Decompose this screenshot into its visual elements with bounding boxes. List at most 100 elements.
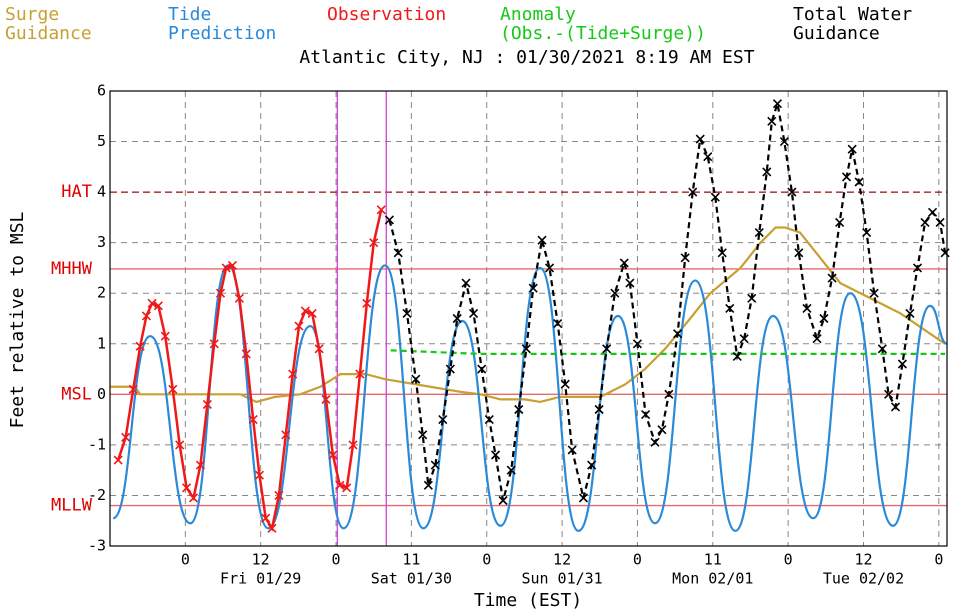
point-marker bbox=[762, 167, 772, 177]
y-tick-label: 5 bbox=[97, 132, 106, 150]
day-label: Sun 01/31 bbox=[521, 570, 602, 588]
point-marker bbox=[393, 248, 403, 258]
point-marker bbox=[376, 205, 386, 215]
y-tick-label: 3 bbox=[97, 233, 106, 251]
y-tick-label: -2 bbox=[88, 486, 106, 504]
legend-entry: Surge bbox=[5, 4, 59, 25]
y-tick-label: 0 bbox=[97, 385, 106, 403]
point-marker bbox=[430, 460, 440, 470]
point-marker bbox=[355, 369, 365, 379]
point-marker bbox=[819, 313, 829, 324]
legend-entry: (Obs.-(Tide+Surge)) bbox=[500, 23, 706, 44]
point-marker bbox=[160, 331, 170, 341]
x-tick-label: 12 bbox=[252, 551, 270, 569]
datum-label: MSL bbox=[61, 384, 92, 404]
point-marker bbox=[314, 344, 324, 354]
point-marker bbox=[128, 384, 138, 394]
point-marker bbox=[732, 351, 742, 361]
point-marker bbox=[438, 415, 448, 425]
point-marker bbox=[632, 339, 643, 349]
point-marker bbox=[369, 238, 379, 248]
point-marker bbox=[418, 430, 428, 440]
point-marker bbox=[841, 172, 852, 182]
legend-entry: Guidance bbox=[793, 23, 880, 44]
plot-frame bbox=[109, 90, 948, 547]
point-marker bbox=[461, 278, 471, 288]
day-label: Mon 02/01 bbox=[672, 570, 753, 588]
legend-entry: Total Water bbox=[793, 4, 912, 25]
y-tick-label: 1 bbox=[97, 334, 106, 352]
legend-entry: Guidance bbox=[5, 23, 92, 44]
point-marker bbox=[335, 480, 345, 490]
point-marker bbox=[877, 344, 887, 354]
x-tick-label: 11 bbox=[704, 551, 722, 569]
point-marker bbox=[241, 349, 251, 359]
point-marker bbox=[772, 99, 783, 109]
y-tick-label: -1 bbox=[88, 435, 106, 453]
point-marker bbox=[594, 404, 604, 415]
y-tick-label: -3 bbox=[88, 537, 106, 555]
point-marker bbox=[267, 523, 277, 533]
point-marker bbox=[862, 227, 872, 238]
point-marker bbox=[342, 483, 352, 493]
point-marker bbox=[869, 288, 879, 298]
point-marker bbox=[362, 298, 372, 308]
point-marker bbox=[477, 364, 487, 374]
point-marker bbox=[234, 293, 244, 303]
legend-entry: Tide bbox=[168, 4, 211, 25]
point-marker bbox=[717, 248, 727, 258]
point-marker bbox=[847, 144, 857, 154]
point-marker bbox=[402, 308, 412, 319]
point-marker bbox=[641, 409, 651, 420]
point-marker bbox=[452, 313, 462, 324]
point-marker bbox=[175, 440, 185, 450]
point-marker bbox=[703, 152, 713, 162]
point-marker bbox=[209, 339, 219, 349]
y-tick-label: 6 bbox=[97, 82, 106, 100]
point-marker bbox=[754, 227, 764, 238]
point-marker bbox=[610, 288, 620, 298]
x-tick-label: 0 bbox=[934, 551, 943, 569]
y-tick-label: 2 bbox=[97, 284, 106, 302]
point-marker bbox=[384, 215, 394, 225]
x-axis-title: Time (EST) bbox=[474, 590, 582, 611]
point-marker bbox=[227, 260, 238, 270]
point-marker bbox=[794, 248, 804, 258]
point-marker bbox=[739, 334, 749, 344]
x-tick-label: 0 bbox=[482, 551, 491, 569]
point-marker bbox=[560, 379, 570, 389]
datum-label: MLLW bbox=[51, 496, 93, 516]
point-marker bbox=[113, 455, 123, 465]
point-marker bbox=[688, 187, 698, 197]
x-tick-label: 12 bbox=[553, 551, 571, 569]
point-marker bbox=[147, 298, 157, 308]
day-label: Sat 01/30 bbox=[371, 570, 452, 588]
point-marker bbox=[348, 440, 358, 450]
point-marker bbox=[202, 399, 212, 410]
point-marker bbox=[254, 470, 265, 480]
point-marker bbox=[411, 374, 421, 384]
point-marker bbox=[787, 187, 797, 197]
point-marker bbox=[673, 329, 683, 339]
point-marker bbox=[912, 263, 923, 273]
point-marker bbox=[506, 465, 516, 475]
point-marker bbox=[905, 308, 915, 319]
legend-entry: Prediction bbox=[168, 23, 276, 44]
point-marker bbox=[695, 134, 705, 144]
point-marker bbox=[261, 513, 271, 523]
series-line bbox=[116, 209, 383, 532]
point-marker bbox=[281, 430, 291, 440]
point-marker bbox=[935, 217, 945, 228]
point-marker bbox=[182, 483, 192, 493]
point-marker bbox=[802, 303, 812, 313]
point-marker bbox=[619, 258, 629, 268]
legend-entry: Observation bbox=[327, 4, 446, 25]
datum-label: MHHW bbox=[51, 259, 93, 279]
point-marker bbox=[664, 389, 674, 399]
point-marker bbox=[248, 415, 258, 425]
point-marker bbox=[578, 493, 589, 503]
point-marker bbox=[920, 217, 930, 228]
point-marker bbox=[544, 263, 555, 273]
point-marker bbox=[490, 450, 501, 460]
